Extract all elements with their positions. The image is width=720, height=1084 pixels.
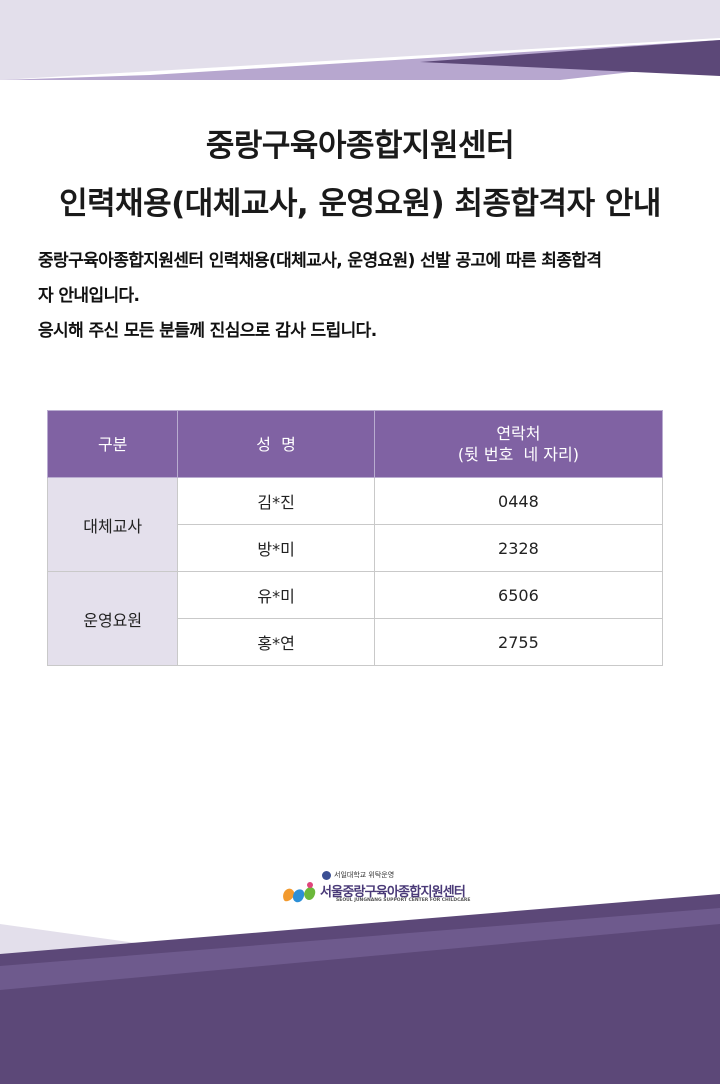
university-seal-icon bbox=[322, 870, 331, 880]
category-cell: 운영요원 bbox=[46, 571, 179, 666]
header-name: 성 명 bbox=[177, 410, 375, 478]
intro-line: 자 안내입니다. bbox=[38, 286, 140, 306]
logo-name: 서울중랑구육아종합지원센터 bbox=[320, 885, 466, 900]
center-logo-mark-icon bbox=[283, 882, 316, 903]
intro-line: 응시해 주신 모든 분들께 진심으로 감사 드립니다. bbox=[38, 321, 377, 341]
table-row: 홍*연 2755 bbox=[48, 618, 664, 666]
contact-cell: 2328 bbox=[373, 524, 664, 572]
intro-text: 중랑구육아종합지원센터 인력채용(대체교사, 운영요원) 선발 공고에 따른 최… bbox=[38, 244, 688, 349]
name-cell: 홍*연 bbox=[177, 618, 375, 666]
logo-english: SEOUL JUNGNANG SUPPORT CENTER FOR CHILDC… bbox=[336, 898, 471, 903]
results-table: 구분 성 명 연락처 (뒷 번호 네 자리) 대체교사 김*진 0448 방*미… bbox=[46, 410, 664, 666]
header-contact-line1: 연락처 bbox=[496, 424, 541, 443]
header-contact-line2: (뒷 번호 네 자리) bbox=[457, 445, 579, 464]
page-subtitle: 인력채용(대체교사, 운영요원) 최종합격자 안내 bbox=[59, 186, 661, 222]
category-cell: 대체교사 bbox=[46, 477, 179, 572]
bottom-decoration bbox=[0, 894, 720, 1084]
logo-top-text: 서일대학교 위탁운영 bbox=[334, 871, 395, 879]
contact-cell: 0448 bbox=[373, 477, 664, 525]
name-cell: 김*진 bbox=[177, 477, 375, 525]
name-cell: 유*미 bbox=[177, 571, 375, 619]
top-decoration bbox=[0, 0, 720, 80]
table-header-row: 구분 성 명 연락처 (뒷 번호 네 자리) bbox=[46, 410, 664, 478]
center-logo: 서일대학교 위탁운영 서울중랑구육아종합지원센터 SEOUL JUNGNANG … bbox=[280, 868, 480, 908]
contact-cell: 6506 bbox=[373, 571, 664, 619]
logo-caption: 서일대학교 위탁운영 bbox=[322, 870, 394, 880]
contact-cell: 2755 bbox=[373, 618, 664, 666]
header-contact: 연락처 (뒷 번호 네 자리) bbox=[373, 410, 664, 478]
table-row: 대체교사 김*진 0448 bbox=[46, 477, 664, 572]
page-title: 중랑구육아종합지원센터 bbox=[205, 128, 515, 164]
table-row: 운영요원 유*미 6506 bbox=[46, 571, 664, 666]
header-category: 구분 bbox=[46, 410, 179, 478]
name-cell: 방*미 bbox=[177, 524, 375, 572]
intro-line: 중랑구육아종합지원센터 인력채용(대체교사, 운영요원) 선발 공고에 따른 최… bbox=[38, 251, 602, 271]
